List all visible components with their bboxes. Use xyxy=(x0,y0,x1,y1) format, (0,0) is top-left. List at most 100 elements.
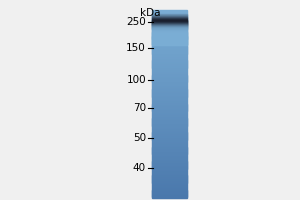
Bar xyxy=(152,25,187,26)
Bar xyxy=(152,42,187,43)
Bar xyxy=(152,146,187,147)
Bar xyxy=(152,54,187,55)
Bar xyxy=(152,192,187,194)
Bar xyxy=(152,103,187,104)
Bar xyxy=(152,14,187,15)
Text: 50: 50 xyxy=(133,133,146,143)
Bar xyxy=(152,37,187,38)
Bar xyxy=(152,12,187,13)
Bar xyxy=(152,167,187,169)
Bar xyxy=(152,164,187,166)
Bar xyxy=(152,17,187,18)
Bar xyxy=(152,44,187,45)
Bar xyxy=(152,124,187,126)
Bar xyxy=(152,22,187,24)
Bar xyxy=(152,29,187,30)
Bar xyxy=(152,125,187,126)
Bar xyxy=(152,76,187,78)
Bar xyxy=(152,34,187,36)
Bar xyxy=(152,90,187,92)
Text: 70: 70 xyxy=(133,103,146,113)
Bar xyxy=(152,20,187,21)
Text: 250: 250 xyxy=(126,17,146,27)
Bar xyxy=(152,67,187,68)
Bar xyxy=(152,23,187,24)
Bar xyxy=(152,52,187,54)
Bar xyxy=(152,73,187,74)
Bar xyxy=(152,18,187,20)
Bar xyxy=(152,63,187,65)
Bar xyxy=(152,96,187,97)
Bar xyxy=(152,118,187,120)
Bar xyxy=(152,188,187,189)
Bar xyxy=(152,190,187,192)
Bar xyxy=(152,58,187,59)
Bar xyxy=(152,152,187,154)
Bar xyxy=(152,49,187,51)
Bar xyxy=(152,128,187,129)
Bar xyxy=(152,72,187,73)
Bar xyxy=(152,59,187,60)
Bar xyxy=(152,156,187,157)
Bar xyxy=(152,38,187,39)
Bar xyxy=(152,25,187,26)
Bar xyxy=(152,174,187,175)
Bar xyxy=(152,36,187,37)
Bar xyxy=(152,137,187,139)
Bar xyxy=(152,42,187,43)
Bar xyxy=(152,19,187,21)
Bar xyxy=(152,182,187,183)
Bar xyxy=(152,147,187,149)
Bar xyxy=(152,80,187,82)
Bar xyxy=(152,21,187,23)
Bar xyxy=(152,196,187,198)
Bar xyxy=(152,40,187,41)
Text: 150: 150 xyxy=(126,43,146,53)
Bar xyxy=(152,191,187,193)
Bar xyxy=(152,25,187,26)
Bar xyxy=(152,16,187,17)
Bar xyxy=(152,118,187,119)
Bar xyxy=(152,43,187,44)
Bar xyxy=(152,37,187,38)
Bar xyxy=(152,92,187,94)
Bar xyxy=(152,32,187,34)
Bar xyxy=(152,37,187,39)
Bar xyxy=(152,172,187,173)
Bar xyxy=(152,65,187,67)
Bar xyxy=(152,26,187,27)
Bar xyxy=(152,102,187,103)
Bar xyxy=(152,142,187,143)
Bar xyxy=(152,64,187,66)
Bar xyxy=(152,28,187,29)
Bar xyxy=(152,134,187,136)
Bar xyxy=(152,151,187,153)
Bar xyxy=(152,11,187,12)
Bar xyxy=(152,95,187,97)
Bar xyxy=(152,162,187,164)
Bar xyxy=(152,179,187,181)
Bar xyxy=(152,129,187,130)
Bar xyxy=(152,36,187,37)
Bar xyxy=(152,39,187,40)
Bar xyxy=(152,153,187,154)
Bar xyxy=(152,100,187,101)
Bar xyxy=(152,126,187,127)
Bar xyxy=(152,16,187,17)
Bar xyxy=(152,181,187,183)
Bar xyxy=(152,187,187,188)
Bar xyxy=(152,70,187,71)
Bar xyxy=(152,23,187,25)
Bar xyxy=(152,135,187,137)
Bar xyxy=(152,109,187,111)
Bar xyxy=(152,132,187,133)
Bar xyxy=(152,30,187,31)
Bar xyxy=(152,27,187,28)
Bar xyxy=(152,91,187,93)
Bar xyxy=(152,165,187,167)
Bar xyxy=(152,149,187,151)
Bar xyxy=(152,33,187,35)
Bar xyxy=(152,60,187,61)
Bar xyxy=(152,161,187,162)
Bar xyxy=(152,15,187,16)
